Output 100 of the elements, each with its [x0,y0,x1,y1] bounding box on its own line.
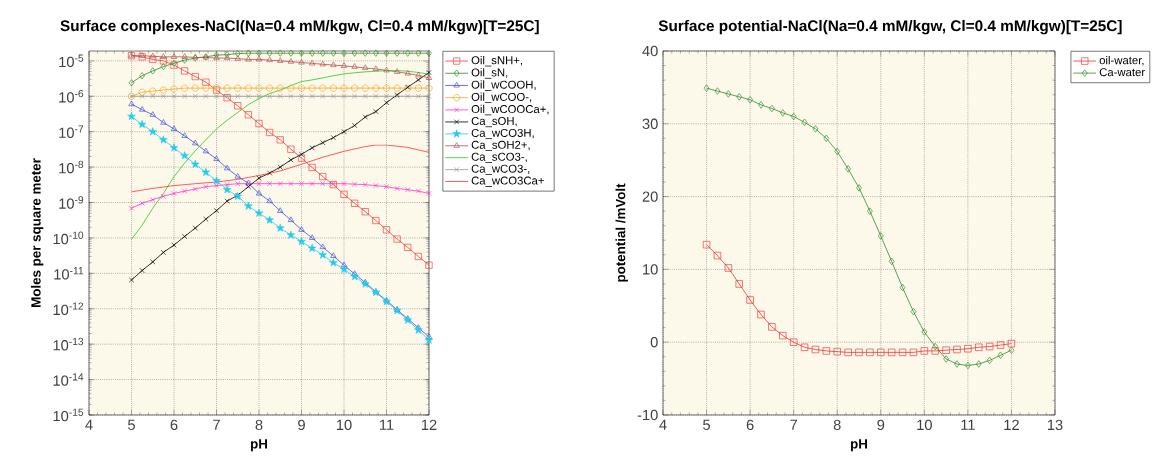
point [964,345,972,353]
point [235,50,241,58]
point [789,338,798,346]
legend-label: Ca_wCO3Ca+ [471,176,544,187]
point [746,296,754,304]
x-tick-label: 5 [128,419,135,430]
point [887,348,896,357]
point [288,49,294,57]
point [856,184,862,192]
y-tick-label: 10$^{-11}$ [54,267,84,280]
x-tick-label: 7 [213,419,220,430]
y-axis-title: potential /mVolt [615,183,628,282]
x-tick-label: 12 [421,419,437,430]
point [330,49,337,57]
point [405,49,411,57]
point [921,328,928,336]
point [996,341,1005,349]
point [866,348,874,357]
point [245,49,252,57]
point [245,55,252,62]
point [768,323,776,331]
point [309,49,315,57]
point [844,348,852,357]
legend-label: Ca_sOH, [471,117,517,128]
y-axis-title: Moles per square meter [30,158,44,307]
y-tick-label: 10$^{-5}$ [59,54,84,68]
point [811,345,820,354]
point [725,90,732,98]
point [351,49,358,57]
x-tick-label: 9 [298,419,305,431]
point [1007,339,1016,348]
y-tick-label: 10$^{-13}$ [53,337,84,351]
y-tick-label: 10$^{-15}$ [53,408,84,422]
point [362,49,368,57]
x-tick-label: 7 [790,419,798,430]
point [277,57,284,63]
y-tick-label: -10 [637,409,658,421]
point [714,87,721,95]
y-tick-label: 10 [643,264,658,275]
point [415,49,422,57]
point [877,348,885,357]
point [909,348,918,357]
point [910,307,917,316]
point [383,49,390,57]
point [997,351,1004,359]
point [942,346,950,354]
point [845,165,851,173]
y-tick-label: 40 [642,45,658,57]
x-tick-label: 11 [961,419,975,430]
x-tick-label: 5 [703,419,711,430]
point [975,343,983,351]
legend-label: Ca_sOH2+, [471,140,530,151]
y-tick-label: 10$^{-10}$ [53,231,84,245]
point [888,257,895,266]
x-tick-label: 9 [877,419,885,431]
y-tick-label: 10$^{-7}$ [59,125,84,138]
x-tick-label: 4 [659,419,667,430]
y-tick-label: 0 [650,337,658,348]
x-tick-label: 4 [85,419,93,430]
point [747,96,753,104]
point [867,207,873,215]
point [724,264,733,272]
point [899,283,906,292]
x-tick-label: 13 [1047,419,1063,431]
x-tick-label: 6 [170,419,178,431]
chart-title: Surface potential-NaCl(Na=0.4 mM/kgw, Cl=0.4 mM/kgw)[T=25C] [658,19,1122,35]
point [932,342,939,351]
point [812,125,819,133]
y-tick-label: 10$^{-8}$ [59,160,84,174]
point [954,360,960,368]
legend-label: Ca-water [1099,68,1145,77]
point [855,348,863,357]
legend-label: Ca_wCO3H, [471,128,534,140]
point [779,109,786,117]
point [898,348,907,357]
point [833,347,841,356]
point [943,355,949,363]
point [160,53,167,59]
point [170,53,178,59]
x-tick-label: 10 [336,419,352,431]
point [920,347,929,355]
point [822,347,831,355]
point [779,331,787,340]
point [277,49,283,57]
point [757,310,765,319]
y-tick-label: 10$^{-6}$ [59,89,84,103]
point [149,52,156,59]
point [735,280,743,288]
point [298,49,305,57]
point [877,232,884,240]
point [320,49,326,57]
point [736,93,743,101]
legend-label: Oil_wCOOH, [471,80,536,91]
point [266,49,273,57]
point [266,56,273,63]
x-tick-label: 8 [833,419,841,431]
point [1008,346,1015,354]
x-tick-label: 11 [380,419,394,430]
point [394,49,400,57]
legend-label: Oil_wCOO-, [471,92,532,104]
